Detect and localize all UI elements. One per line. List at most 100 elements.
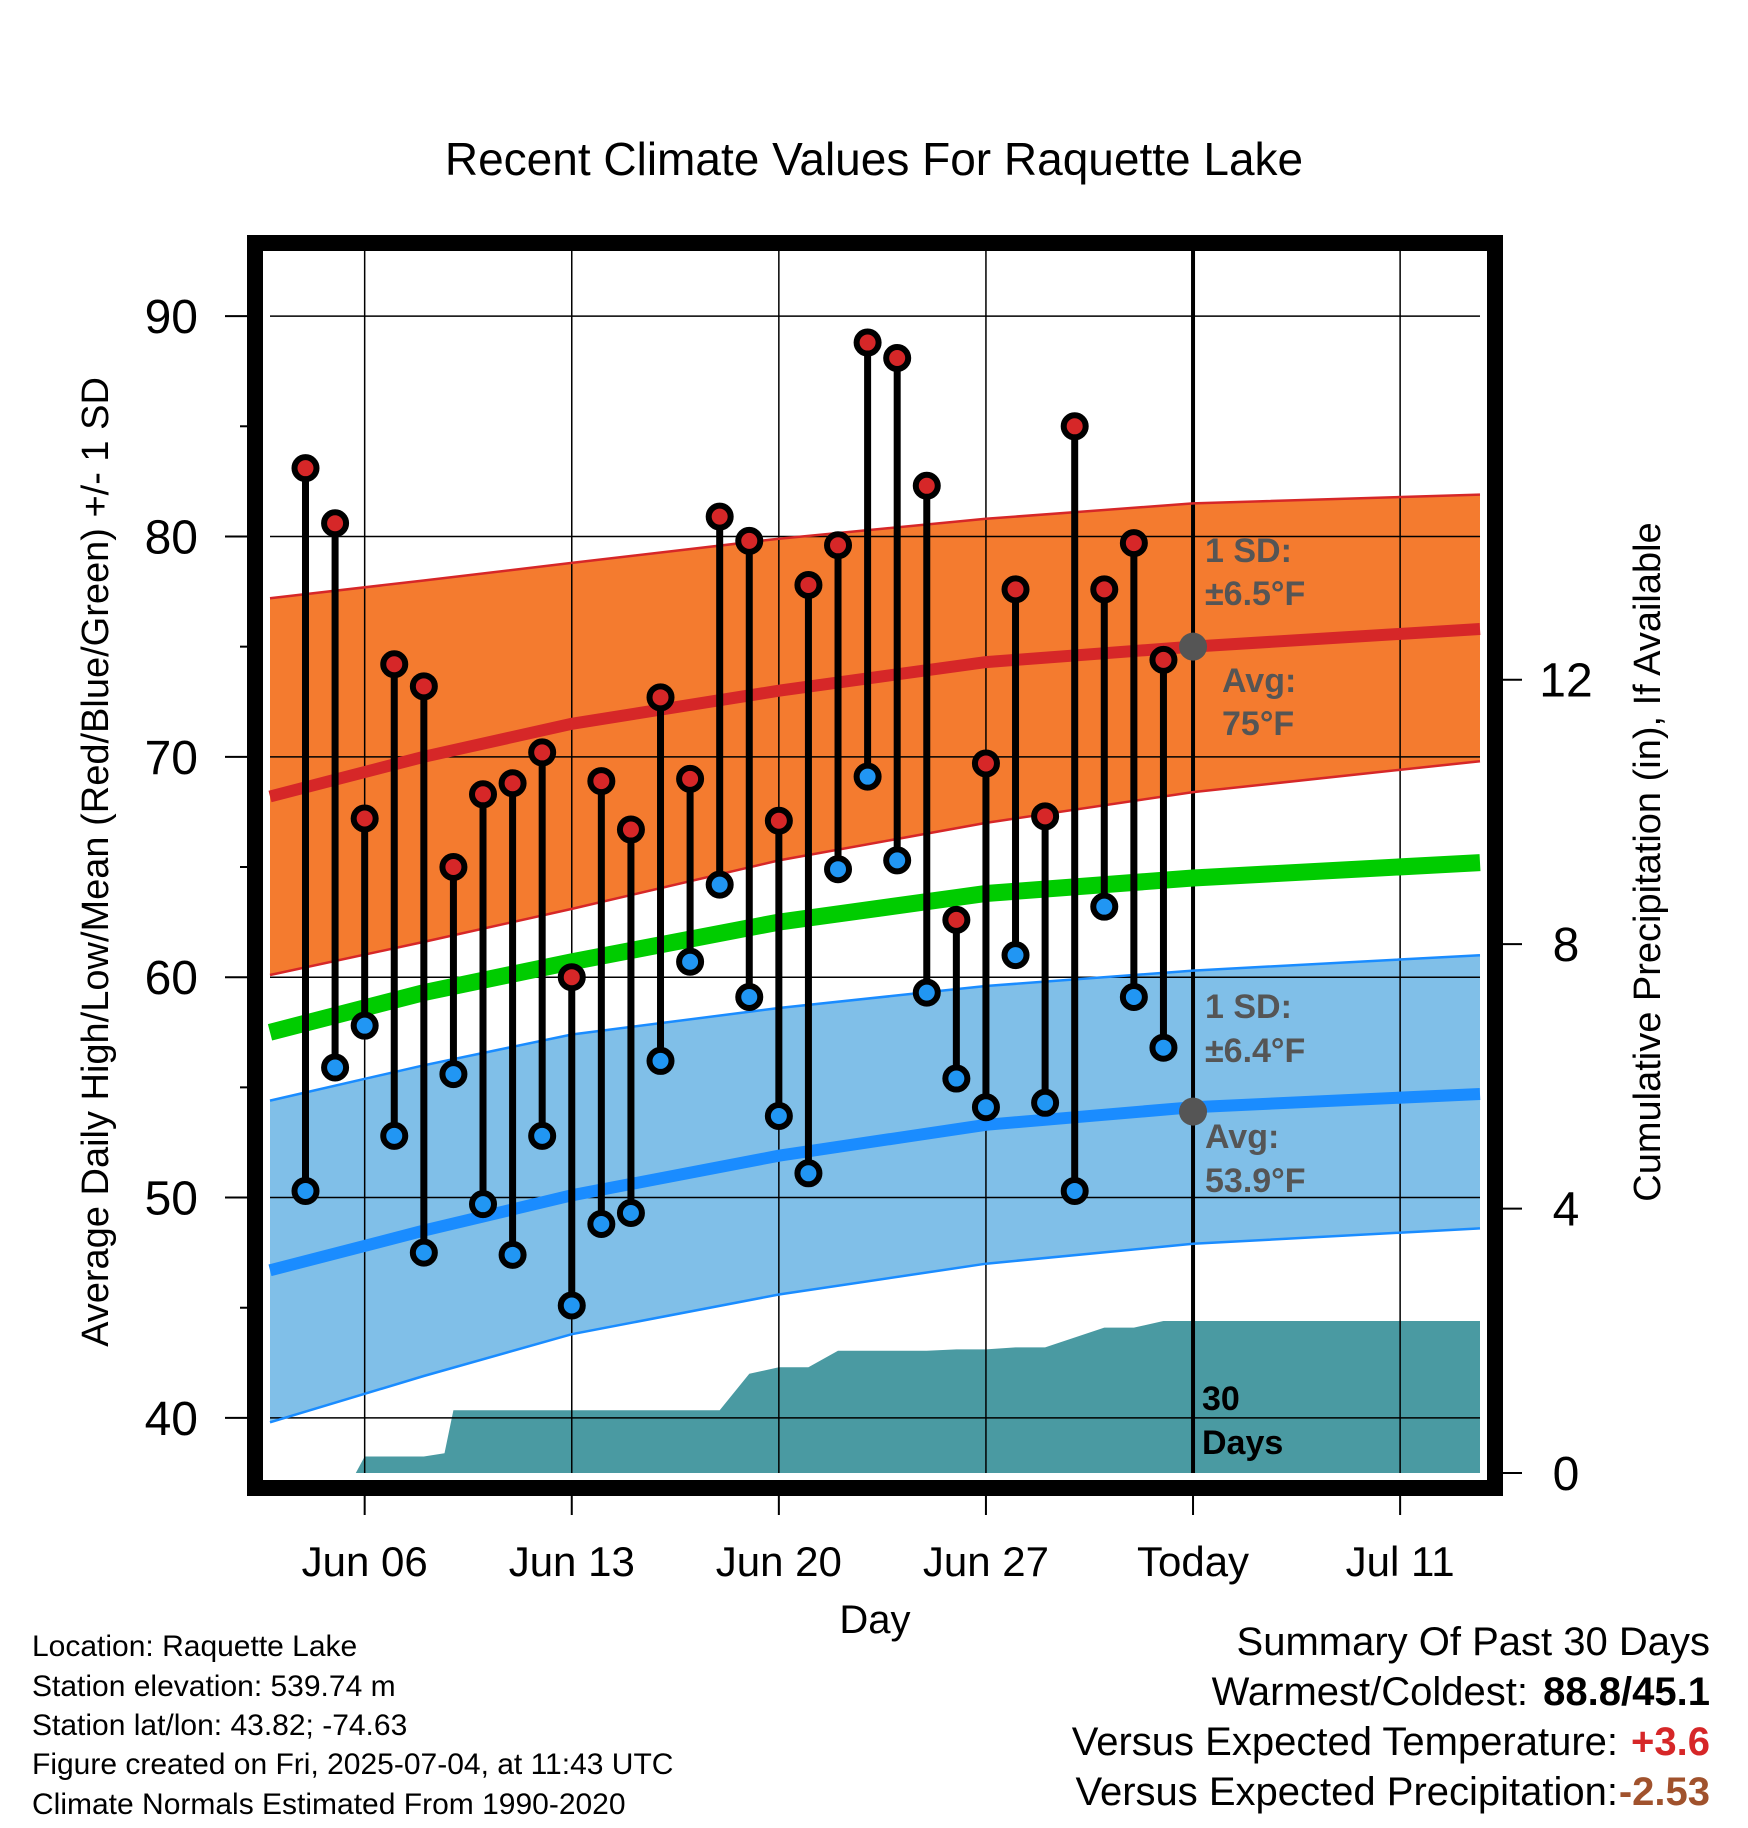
- high-temp-dot: [1060, 412, 1089, 441]
- y-tick-label: 40: [145, 1393, 198, 1446]
- high-avg-label: Avg:: [1222, 662, 1296, 700]
- low-temp-dot: [616, 1198, 645, 1227]
- x-tick-label: Jul 11: [1346, 1538, 1455, 1585]
- low-sd-label: 1 SD:: [1205, 988, 1292, 1026]
- summary-warmest-label: Warmest/Coldest:: [1211, 1670, 1528, 1714]
- info-normals: Climate Normals Estimated From 1990-2020: [32, 1788, 626, 1821]
- high-sd-value: ±6.5°F: [1205, 575, 1305, 613]
- low-temp-dot: [853, 762, 882, 791]
- today-low-avg-marker: [1179, 1097, 1208, 1126]
- x-tick-label: Jun 06: [302, 1538, 428, 1585]
- low-temp-dot: [1119, 983, 1148, 1012]
- high-temp-dot: [764, 806, 793, 835]
- y-tick-label: 90: [145, 291, 198, 344]
- low-temp-dot: [1031, 1088, 1060, 1117]
- low-temp-dot: [1090, 892, 1119, 921]
- low-temp-dot: [469, 1190, 498, 1219]
- annotation-layer: 1 SD: ±6.5°F Avg: 75°F 1 SD: ±6.4°F Avg: 53.9°F…: [1202, 532, 1306, 1462]
- high-temp-dot: [1001, 575, 1030, 604]
- high-temp-dot: [350, 804, 379, 833]
- low-temp-dot: [1149, 1033, 1178, 1062]
- low-temp-dot: [380, 1121, 409, 1150]
- low-temp-dot: [557, 1291, 586, 1320]
- x-tick-label: Jun 20: [716, 1538, 842, 1585]
- summary-precip-value: -2.53: [1618, 1770, 1710, 1814]
- high-temp-dot: [616, 815, 645, 844]
- summary-temp-value: +3.6: [1631, 1720, 1710, 1764]
- high-temp-dot: [646, 683, 675, 712]
- high-temp-dot: [380, 650, 409, 679]
- x-tick-label: Today: [1137, 1538, 1249, 1585]
- summary-warmest-value: 88.8/45.1: [1543, 1670, 1710, 1714]
- low-temp-dot: [498, 1240, 527, 1269]
- high-temp-dot: [587, 767, 616, 796]
- summary-title: Summary Of Past 30 Days: [1236, 1620, 1710, 1664]
- dot-layer: [291, 328, 1208, 1320]
- low-temp-dot: [676, 947, 705, 976]
- low-temp-dot: [350, 1011, 379, 1040]
- high-temp-dot: [439, 853, 468, 882]
- low-temp-dot: [1060, 1176, 1089, 1205]
- x-tick-label: Jun 27: [923, 1538, 1049, 1585]
- high-temp-dot: [942, 905, 971, 934]
- high-temp-dot: [469, 780, 498, 809]
- high-temp-dot: [912, 471, 941, 500]
- low-temp-dot: [971, 1093, 1000, 1122]
- low-temp-dot: [883, 846, 912, 875]
- low-temp-dot: [912, 978, 941, 1007]
- axis-layer: 40 50 60 70 80 90 0 4 8 12 Jun 06 Jun 13 Jun 20 Jun 2…: [75, 291, 1669, 1642]
- summary-precip-label: Versus Expected Precipitation:: [1075, 1770, 1618, 1814]
- y-tick-label: 60: [145, 952, 198, 1005]
- high-sd-label: 1 SD:: [1205, 532, 1292, 570]
- low-temp-dot: [942, 1064, 971, 1093]
- high-temp-dot: [1031, 802, 1060, 831]
- y2-tick-label: 0: [1553, 1448, 1580, 1501]
- y-tick-label: 70: [145, 732, 198, 785]
- x-tick-label: Jun 13: [509, 1538, 635, 1585]
- high-temp-dot: [676, 764, 705, 793]
- high-temp-dot: [794, 570, 823, 599]
- high-temp-dot: [557, 963, 586, 992]
- y-tick-label: 50: [145, 1173, 198, 1226]
- high-temp-dot: [824, 531, 853, 560]
- chart-title: Recent Climate Values For Raquette Lake: [445, 133, 1303, 185]
- high-temp-dot: [705, 502, 734, 531]
- low-temp-dot: [409, 1238, 438, 1267]
- low-temp-dot: [1001, 941, 1030, 970]
- low-temp-dot: [439, 1060, 468, 1089]
- y2-tick-label: 12: [1539, 655, 1592, 708]
- low-temp-dot: [794, 1159, 823, 1188]
- info-created: Figure created on Fri, 2025-07-04, at 11…: [32, 1748, 674, 1781]
- low-temp-dot: [321, 1053, 350, 1082]
- low-temp-dot: [735, 983, 764, 1012]
- low-temp-dot: [764, 1102, 793, 1131]
- high-temp-dot: [321, 509, 350, 538]
- y-axis-label: Average Daily High/Low/Mean (Red/Blue/Gr…: [75, 377, 117, 1347]
- today-high-avg-marker: [1179, 632, 1208, 661]
- info-elevation: Station elevation: 539.74 m: [32, 1670, 396, 1703]
- info-latlon: Station lat/lon: 43.82; -74.63: [32, 1709, 408, 1742]
- high-temp-dot: [1119, 529, 1148, 558]
- low-sd-lower-edge: [269, 1227, 1481, 1424]
- high-temp-dot: [1090, 575, 1119, 604]
- high-temp-dot: [883, 343, 912, 372]
- high-temp-dot: [498, 769, 527, 798]
- low-avg-value: 53.9°F: [1205, 1162, 1306, 1200]
- x-axis-label: Day: [839, 1598, 910, 1642]
- low-temp-dot: [705, 870, 734, 899]
- high-temp-dot: [291, 454, 320, 483]
- low-temp-dot: [824, 855, 853, 884]
- high-temp-dot: [853, 328, 882, 357]
- high-temp-dot: [735, 526, 764, 555]
- y2-tick-label: 8: [1553, 919, 1580, 972]
- high-temp-dot: [528, 738, 557, 767]
- high-temp-dot: [1149, 645, 1178, 674]
- frame-layer: [247, 235, 1503, 1496]
- low-temp-dot: [646, 1046, 675, 1075]
- low-temp-dot: [528, 1121, 557, 1150]
- high-temp-dot: [971, 749, 1000, 778]
- plot-frame: [247, 235, 1503, 1496]
- high-temp-dot: [409, 672, 438, 701]
- y-tick-label: 80: [145, 511, 198, 564]
